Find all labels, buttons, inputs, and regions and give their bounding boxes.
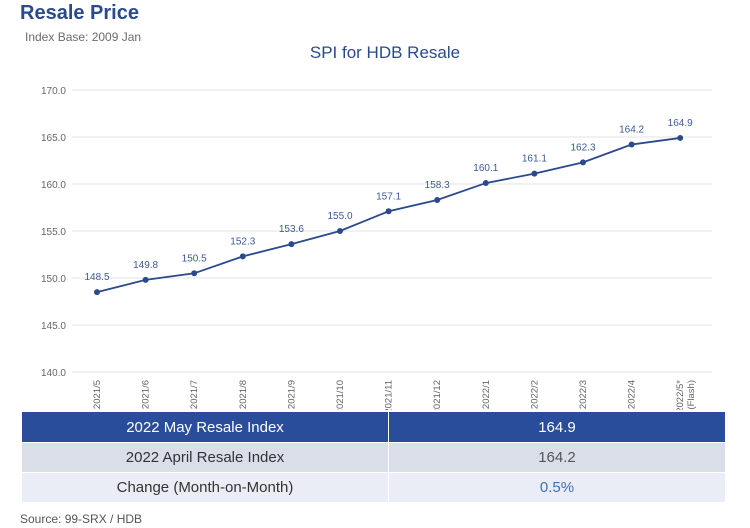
x-tick-label: 2021/6 — [141, 380, 152, 409]
data-point — [337, 228, 343, 234]
x-tick-label: 2022/3 — [578, 380, 589, 409]
x-tick-note: (Flash) — [686, 380, 697, 410]
data-point — [385, 208, 392, 215]
data-label: 160.1 — [473, 163, 498, 174]
data-point — [628, 141, 635, 148]
table-row: Change (Month-on-Month) 0.5% — [22, 472, 725, 502]
data-label: 150.5 — [182, 253, 207, 264]
x-tick-label: 2021/8 — [238, 380, 249, 409]
page-title: Resale Price — [20, 2, 139, 24]
data-point — [142, 276, 149, 283]
y-tick-label: 155.0 — [41, 227, 66, 238]
spi-line-chart: 140.0 145.0 150.0 155.0 160.0 165.0 170.0 2021/… — [41, 86, 712, 410]
x-tick-label: 2021/11 — [384, 380, 395, 410]
y-tick-label: 170.0 — [41, 86, 66, 97]
y-tick-label: 140.0 — [41, 368, 66, 379]
row-value: 164.2 — [388, 442, 725, 472]
x-tick-label: 2022/1 — [481, 380, 492, 409]
data-point — [482, 180, 489, 187]
y-tick-label: 165.0 — [41, 133, 66, 144]
data-label: 164.2 — [619, 125, 644, 136]
data-label: 157.1 — [376, 191, 401, 202]
row-label: Change (Month-on-Month) — [22, 472, 388, 502]
data-label: 164.9 — [668, 118, 693, 129]
row-value: 0.5% — [388, 472, 725, 502]
data-label: 153.6 — [279, 224, 304, 235]
x-tick-label: 2021/12 — [432, 380, 443, 410]
x-tick-label: 2022/2 — [529, 380, 540, 409]
resale-index-table: 2022 May Resale Index 164.9 2022 April R… — [22, 412, 725, 502]
index-base-note: Index Base: 2009 Jan — [25, 30, 142, 44]
x-tick-label: 2021/9 — [286, 380, 297, 409]
series-line — [96, 137, 681, 293]
x-tick-label: 2022/4 — [627, 380, 638, 409]
data-label: 162.3 — [570, 142, 595, 153]
chart-title: SPI for HDB Resale — [309, 43, 461, 62]
data-label: 152.3 — [230, 236, 255, 247]
data-point — [580, 159, 586, 166]
data-label: 161.1 — [522, 154, 547, 165]
data-label: 158.3 — [425, 180, 450, 191]
data-point — [531, 170, 538, 177]
x-tick-label: 2022/5* — [675, 380, 686, 410]
row-label: 2022 April Resale Index — [22, 442, 388, 472]
data-point — [94, 289, 100, 296]
x-tick-label: 2021/7 — [189, 380, 200, 409]
y-tick-label: 145.0 — [41, 321, 66, 332]
y-tick-label: 160.0 — [41, 180, 66, 191]
data-point — [191, 270, 198, 277]
row-label: 2022 May Resale Index — [22, 412, 388, 442]
data-point — [239, 253, 246, 260]
source-note: Source: 99-SRX / HDB — [20, 512, 143, 526]
table-row: 2022 May Resale Index 164.9 — [22, 412, 725, 442]
data-label: 155.0 — [327, 211, 352, 222]
data-point — [288, 241, 295, 248]
table-row: 2022 April Resale Index 164.2 — [22, 442, 725, 472]
data-label: 148.5 — [84, 272, 109, 283]
data-point — [434, 196, 441, 203]
x-tick-label: 2021/5 — [92, 380, 103, 409]
row-value: 164.9 — [388, 412, 725, 442]
y-tick-label: 150.0 — [41, 274, 66, 285]
x-tick-label: 2021/10 — [335, 380, 346, 410]
data-point — [677, 134, 684, 141]
data-label: 149.8 — [133, 260, 158, 271]
